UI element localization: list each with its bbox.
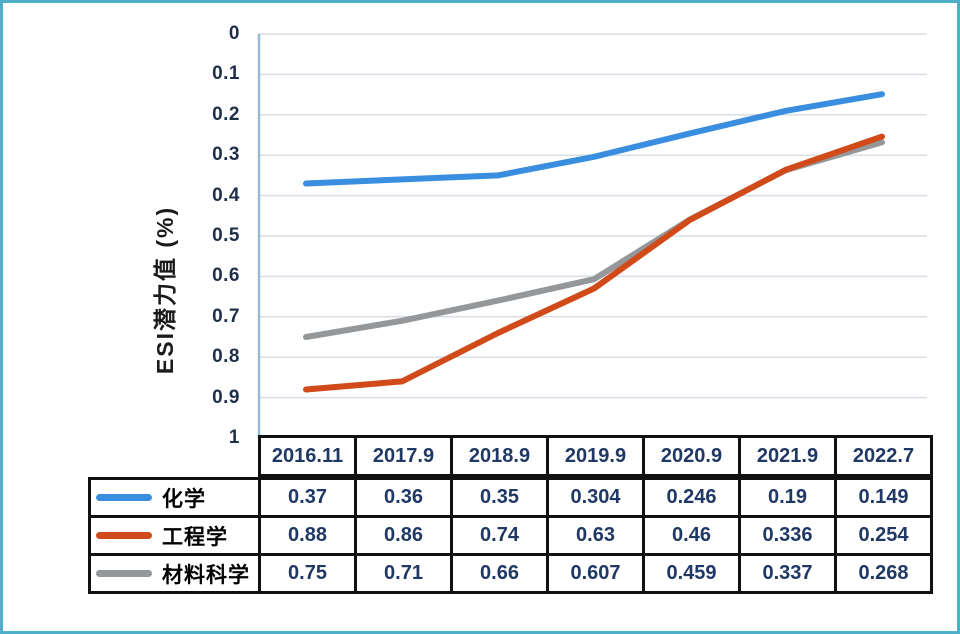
table-value-cell: 0.19 — [741, 480, 834, 515]
y-tick-label: 0.2 — [212, 103, 240, 125]
table-header-cell: 2018.9 — [453, 438, 546, 474]
y-tick-label: 0.4 — [212, 184, 240, 206]
legend-label: 工程学 — [162, 525, 228, 549]
table-value-cell: 0.71 — [357, 556, 450, 591]
table-value-cell: 0.35 — [453, 480, 546, 515]
table-value-cell: 0.86 — [357, 518, 450, 553]
y-tick-label: 0.6 — [212, 265, 240, 287]
y-tick-label: 0.1 — [212, 63, 240, 85]
table-header-cell: 2017.9 — [357, 438, 450, 474]
table-value-cell: 0.75 — [261, 556, 354, 591]
table-header-cell: 2016.11 — [261, 438, 354, 474]
table-value-cell: 0.36 — [357, 480, 450, 515]
table-value-cell: 0.337 — [741, 556, 834, 591]
y-tick-label: 0 — [228, 23, 240, 44]
legend-cell-chemistry: 化学 — [91, 480, 258, 515]
table-header-cell: 2020.9 — [645, 438, 738, 474]
y-tick-label: 0.8 — [212, 346, 240, 368]
series-line-engineering — [303, 133, 885, 393]
legend-line-swatch-engineering — [96, 532, 152, 539]
y-tick-label: 1 — [228, 427, 240, 448]
legend-line-swatch-chemistry — [96, 494, 152, 501]
table-value-cell: 0.37 — [261, 480, 354, 515]
y-tick-label: 0.3 — [212, 144, 240, 166]
table-value-cell: 0.254 — [837, 518, 930, 553]
legend-label: 材料科学 — [162, 563, 250, 587]
table-header-cell: 2021.9 — [741, 438, 834, 474]
legend-label: 化学 — [162, 487, 206, 511]
table-value-cell: 0.246 — [645, 480, 738, 515]
y-tick-label: 0.5 — [212, 225, 240, 246]
table-value-cell: 0.149 — [837, 480, 930, 515]
table-header-cell: 2022.7 — [837, 438, 930, 474]
table-value-cell: 0.304 — [549, 480, 642, 515]
table-header-cell: 2019.9 — [549, 438, 642, 474]
table-value-cell: 0.607 — [549, 556, 642, 591]
table-value-cell: 0.74 — [453, 518, 546, 553]
data-table-header-row: 2016.11 2017.9 2018.9 2019.9 2020.9 2021.9 202… — [258, 435, 933, 477]
series-line-materials — [303, 139, 885, 340]
data-table-body: 化学 0.37 0.36 0.35 0.304 0.246 0.19 0.149 工程学 0.88… — [88, 477, 933, 594]
table-value-cell: 0.459 — [645, 556, 738, 591]
legend-cell-materials: 材料科学 — [91, 556, 258, 591]
table-value-cell: 0.336 — [741, 518, 834, 553]
y-tick-label: 0.7 — [212, 305, 240, 327]
table-value-cell: 0.66 — [453, 556, 546, 591]
plot-area — [257, 33, 927, 439]
table-value-cell: 0.88 — [261, 518, 354, 553]
table-value-cell: 0.268 — [837, 556, 930, 591]
legend-cell-engineering: 工程学 — [91, 518, 258, 553]
series-line-chemistry — [303, 91, 885, 187]
table-value-cell: 0.46 — [645, 518, 738, 553]
legend-line-swatch-materials — [96, 570, 152, 577]
table-value-cell: 0.63 — [549, 518, 642, 553]
y-tick-label: 0.9 — [212, 386, 240, 408]
